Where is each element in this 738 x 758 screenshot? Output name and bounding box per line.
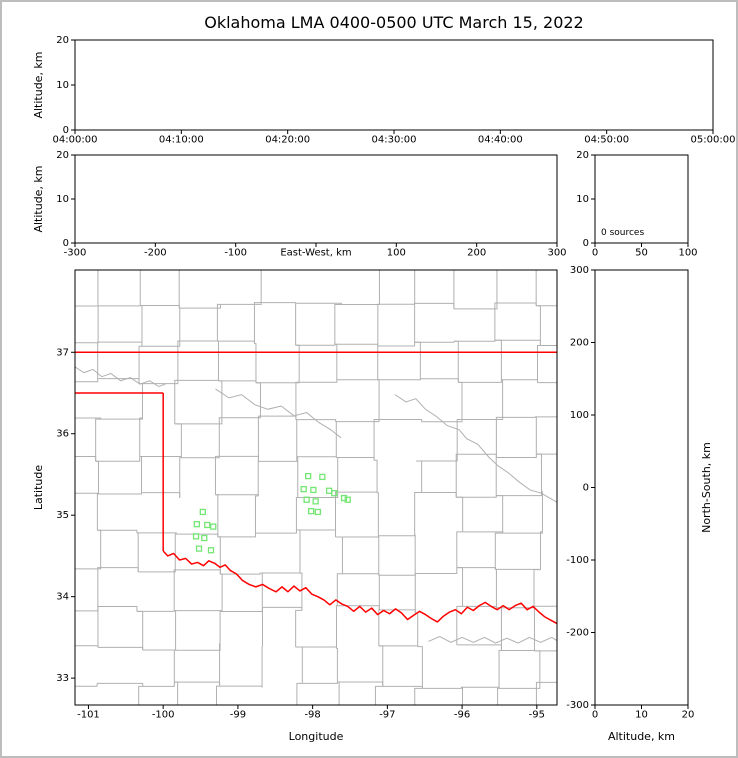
y-tick-label: 0 (63, 238, 69, 249)
lma-station-marker (340, 494, 348, 502)
lma-station-marker (331, 490, 338, 497)
y-tick-label: -300 (566, 700, 589, 711)
y-tick-label: 10 (56, 80, 69, 91)
lma-station-marker (192, 533, 200, 540)
lma-station-marker (199, 508, 206, 516)
x-tick-label: 04:30:00 (372, 134, 417, 145)
y-tick-label: 35 (56, 510, 69, 521)
y-tick-label: 34 (56, 592, 69, 603)
figure-title: Oklahoma LMA 0400-0500 UTC March 15, 202… (204, 13, 583, 32)
x-axis-label: East-West, km (280, 247, 351, 258)
lma-station-marker (193, 521, 200, 528)
y-tick-label: 20 (576, 150, 589, 161)
lma-station-marker (204, 521, 211, 529)
y-tick-label: 200 (570, 338, 589, 349)
state-border-red-river (162, 550, 557, 625)
y-axis-label: Latitude (32, 465, 45, 511)
lma-station-marker (210, 523, 217, 530)
x-tick-label: 05:00:00 (691, 134, 736, 145)
y-tick-label: 0 (63, 125, 69, 136)
y-tick-label: 37 (56, 347, 69, 358)
y-tick-label: 0 (583, 238, 589, 249)
lma-station-marker (319, 473, 326, 481)
river-boundary-line (428, 636, 557, 644)
y-tick-label: 20 (56, 35, 69, 46)
x-tick-label: -200 (144, 247, 167, 258)
y-tick-label: -100 (566, 555, 589, 566)
panel-alt-histogram: 0 50 100 0 10 20 0 sources (576, 150, 697, 258)
source-count-annotation: 0 sources (601, 228, 644, 238)
x-tick-label: -95 (529, 709, 545, 720)
river-boundary-line (75, 366, 166, 388)
lma-station-marker (201, 534, 208, 542)
lma-station-marker (312, 498, 319, 505)
panel-time-height: 04:00:00 04:10:00 04:20:00 04:30:00 04:40:00… (32, 35, 735, 145)
x-tick-label: -100 (152, 709, 175, 720)
x-tick-label: -97 (379, 709, 395, 720)
y-tick-label: -200 (566, 628, 589, 639)
y-axis-label: Altitude, km (32, 165, 45, 232)
y-tick-label: 300 (570, 265, 589, 276)
x-tick-label: -101 (77, 709, 100, 720)
lma-station-marker (303, 496, 310, 503)
x-tick-label: -99 (230, 709, 246, 720)
lma-station-marker (310, 486, 317, 494)
x-axis-label: Longitude (289, 730, 344, 743)
county-boundary-lines (75, 270, 557, 705)
x-tick-label: 20 (682, 709, 695, 720)
x-tick-label: 100 (678, 247, 697, 258)
lma-station-marker (195, 545, 203, 552)
x-tick-label: -300 (64, 247, 87, 258)
y-tick-label: 10 (56, 194, 69, 205)
x-tick-label: 04:10:00 (159, 134, 204, 145)
x-axis-label: Altitude, km (608, 730, 675, 743)
x-tick-label: -98 (304, 709, 320, 720)
axes-box (74, 269, 558, 706)
lma-station-marker (307, 507, 315, 515)
river-boundary-line (394, 394, 557, 503)
lma-station-marker (207, 547, 215, 554)
y-axis-label: North-South, km (700, 442, 713, 533)
x-tick-label: 0 (592, 247, 598, 258)
x-tick-label: 50 (635, 247, 648, 258)
y-tick-label: 10 (576, 194, 589, 205)
y-tick-label: 20 (56, 150, 69, 161)
x-tick-label: 04:50:00 (584, 134, 629, 145)
lma-station-marker (314, 508, 322, 516)
x-tick-label: 300 (547, 247, 566, 258)
x-tick-label: -100 (224, 247, 247, 258)
y-tick-label: 36 (56, 429, 69, 440)
x-tick-label: 04:20:00 (265, 134, 310, 145)
x-tick-label: 04:40:00 (478, 134, 523, 145)
panel-plan-view-map: -101 -100 -99 -98 -97 -96 -95 Longitude 33 34 35 36… (32, 269, 558, 743)
lma-station-marker (344, 496, 351, 503)
x-tick-label: 0 (592, 709, 598, 720)
y-tick-label: 100 (570, 410, 589, 421)
lma-station-marker (300, 485, 307, 493)
y-axis-label: Altitude, km (32, 51, 45, 118)
y-tick-label: 33 (56, 673, 69, 684)
lma-station-marker (305, 472, 312, 480)
panel-height-ns: 0 10 20 Altitude, km -300 -200 -100 0 100 200 300 N… (566, 265, 713, 743)
x-tick-label: 200 (467, 247, 486, 258)
x-tick-label: -96 (454, 709, 470, 720)
x-tick-label: 10 (635, 709, 648, 720)
panel-ew-height: -300 -200 -100 100 200 300 East-West, km 0 10 20 A… (32, 150, 567, 258)
y-tick-label: 0 (583, 483, 589, 494)
x-tick-label: 100 (387, 247, 406, 258)
x-tick-label: 04:00:00 (53, 134, 98, 145)
river-boundary-line (215, 388, 342, 439)
